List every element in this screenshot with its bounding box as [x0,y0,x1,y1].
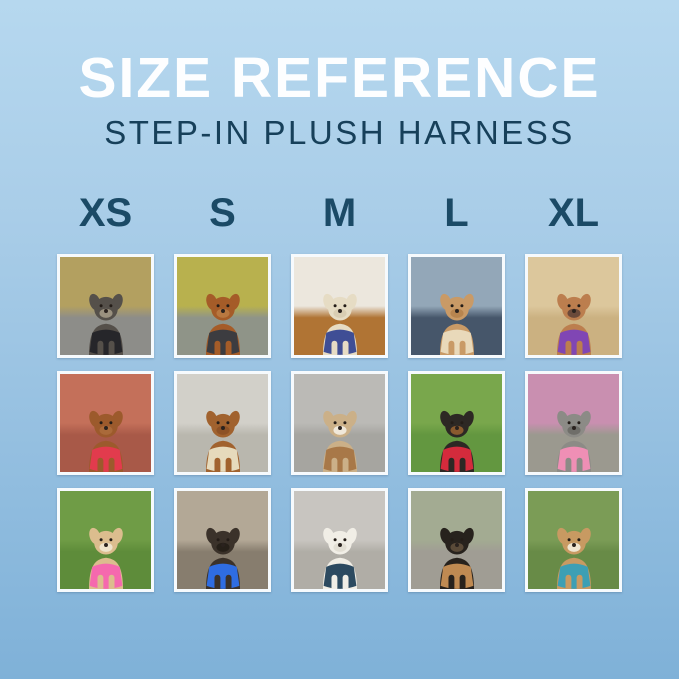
page-subtitle: STEP-IN PLUSH HARNESS [104,114,575,151]
dog-illustration [88,294,123,355]
dog-photo [411,491,502,589]
dog-illustration [205,528,240,589]
page-title: SIZE REFERENCE [78,46,601,110]
size-label-l: L [444,191,469,235]
size-label-xs: XS [78,191,133,235]
dog-photo [294,491,385,589]
dog-illustration [322,528,357,589]
dog-photo [528,257,619,355]
photo-xs-row2 [57,371,154,475]
photo-l-row3 [408,488,505,592]
photo-xl-row1 [525,254,622,358]
photo-grid [57,254,622,592]
dog-photo [177,491,268,589]
photo-m-row3 [291,488,388,592]
photo-xs-row3 [57,488,154,592]
dog-photo [60,257,151,355]
dog-illustration [205,294,240,355]
dog-illustration [322,411,357,472]
dog-illustration [439,528,474,589]
dog-photo [177,374,268,472]
dog-illustration [439,411,474,472]
photo-l-row1 [408,254,505,358]
photo-xl-row2 [525,371,622,475]
photo-xs-row1 [57,254,154,358]
dog-photo [411,257,502,355]
dog-photo [60,491,151,589]
dog-illustration [205,411,240,472]
photo-m-row1 [291,254,388,358]
size-label-xl: XL [547,191,600,235]
dog-illustration [556,411,591,472]
size-label-m: M [322,191,357,235]
size-labels-row: XS S M L XL [57,193,622,233]
photo-s-row2 [174,371,271,475]
dog-photo [294,257,385,355]
dog-illustration [88,528,123,589]
dog-illustration [322,294,357,355]
photo-l-row2 [408,371,505,475]
size-label-s: S [209,191,236,235]
photo-m-row2 [291,371,388,475]
photo-s-row1 [174,254,271,358]
dog-photo [411,374,502,472]
dog-photo [60,374,151,472]
dog-photo [528,491,619,589]
dog-illustration [88,411,123,472]
dog-photo [528,374,619,472]
dog-photo [177,257,268,355]
photo-xl-row3 [525,488,622,592]
dog-illustration [556,294,591,355]
dog-illustration [556,528,591,589]
photo-s-row3 [174,488,271,592]
dog-illustration [439,294,474,355]
dog-photo [294,374,385,472]
